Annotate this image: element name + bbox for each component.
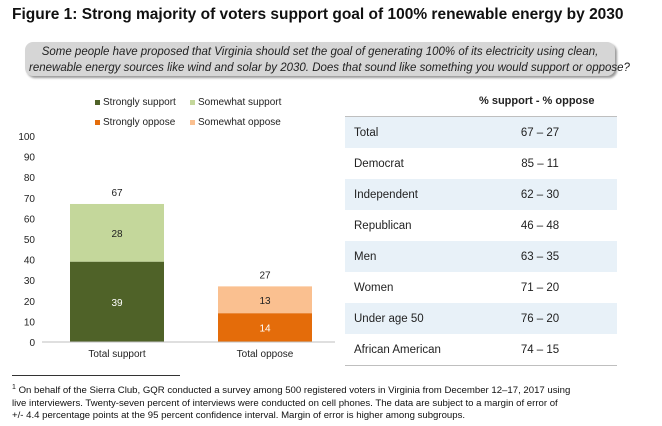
x-tick-label: Total support — [88, 349, 145, 360]
legend-swatch — [95, 100, 100, 105]
footnote-line-1: On behalf of the Sierra Club, GQR conduc… — [15, 385, 571, 397]
footnote-line-3: +/- 4.4 percentage points at the 95 perc… — [12, 410, 466, 422]
bar-segment-label: 28 — [111, 229, 123, 240]
table-row-group: Independent — [354, 188, 418, 201]
legend-label: Somewhat support — [198, 97, 282, 108]
chart-legend: Strongly support Somewhat support Strongly… — [95, 97, 282, 128]
x-axis-labels: Total support Total oppose — [88, 349, 293, 360]
table-row: Republican 46 – 48 — [345, 210, 617, 241]
figure-title: Figure 1: Strong majority of voters supp… — [12, 6, 624, 23]
legend-swatch — [190, 100, 195, 105]
table-row-value: 85 – 11 — [521, 157, 559, 170]
y-tick-label: 80 — [24, 173, 36, 184]
table-header: % support - % oppose — [345, 86, 617, 117]
bar-segment — [218, 286, 312, 314]
chart-bars: 39 28 67 14 13 27 — [70, 188, 312, 342]
table-row-group: Democrat — [354, 157, 404, 170]
table-row: Democrat 85 – 11 — [345, 148, 617, 179]
question-line-2: renewable energy sources like wind and s… — [29, 62, 630, 74]
bar-segment-label: 39 — [111, 298, 123, 309]
table-body: Total 67 – 27 Democrat 85 – 11 Independent 62… — [345, 117, 617, 365]
y-tick-label: 30 — [24, 276, 36, 287]
table-row: Independent 62 – 30 — [345, 179, 617, 210]
table-row-value: 74 – 15 — [520, 343, 560, 356]
legend-swatch — [95, 120, 100, 125]
bar-segment — [70, 261, 164, 342]
table-row-value: 67 – 27 — [520, 126, 560, 139]
bar-total-label: 67 — [111, 188, 123, 199]
y-tick-label: 90 — [24, 153, 36, 164]
table-row-value: 62 – 30 — [520, 188, 560, 201]
y-tick-label: 20 — [24, 297, 36, 308]
table-row: Women 71 – 20 — [345, 272, 617, 303]
table-row: Total 67 – 27 — [345, 117, 617, 148]
results-table: % support - % oppose Total 67 – 27 Democra… — [345, 86, 617, 366]
legend-label: Strongly oppose — [103, 117, 176, 128]
table-row-value: 71 – 20 — [520, 281, 560, 294]
table-row-value: 63 – 35 — [520, 250, 560, 263]
table-row-group: Men — [354, 250, 377, 263]
bar-segment-label: 13 — [259, 296, 271, 307]
table-row-group: Republican — [354, 219, 412, 232]
table-row: Under age 50 76 – 20 — [345, 303, 617, 334]
footnote-divider — [12, 375, 180, 376]
table-row-value: 76 – 20 — [520, 312, 560, 325]
table-row: Men 63 – 35 — [345, 241, 617, 272]
legend-label: Strongly support — [103, 97, 176, 108]
footnote-line-2: live interviewers. Twenty-seven percent … — [12, 397, 558, 409]
table-row-group: African American — [354, 343, 441, 356]
bar-segment — [70, 203, 164, 262]
bar-total-label: 27 — [259, 270, 271, 281]
footnote-marker: 1 — [12, 384, 16, 391]
table-row-group: Total — [354, 126, 379, 139]
y-tick-label: 40 — [24, 256, 36, 267]
legend-label: Somewhat oppose — [198, 117, 281, 128]
question-box: Some people have proposed that Virginia … — [25, 42, 630, 76]
legend-swatch — [190, 120, 195, 125]
bar-segment — [218, 313, 312, 342]
y-tick-label: 60 — [24, 214, 36, 225]
stacked-bar-chart: Strongly support Somewhat support Strongly… — [18, 97, 335, 360]
footnote: 1 On behalf of the Sierra Club, GQR cond… — [12, 382, 652, 423]
bar-segment-label: 14 — [259, 324, 271, 335]
x-tick-label: Total oppose — [237, 349, 294, 360]
table-row-value: 46 – 48 — [520, 219, 560, 232]
y-tick-label: 0 — [29, 338, 35, 349]
table-bottom-rule — [345, 365, 617, 366]
table-row-group: Women — [354, 281, 394, 294]
table-row: African American 74 – 15 — [345, 334, 617, 365]
y-tick-label: 70 — [24, 194, 36, 205]
y-tick-label: 50 — [24, 235, 36, 246]
question-line-1: Some people have proposed that Virginia … — [41, 46, 599, 58]
y-tick-label: 100 — [18, 132, 35, 143]
y-tick-label: 10 — [24, 317, 36, 328]
y-axis-ticks: 0 10 20 30 40 50 60 70 80 90 100 — [18, 132, 35, 349]
table-row-group: Under age 50 — [354, 312, 424, 325]
